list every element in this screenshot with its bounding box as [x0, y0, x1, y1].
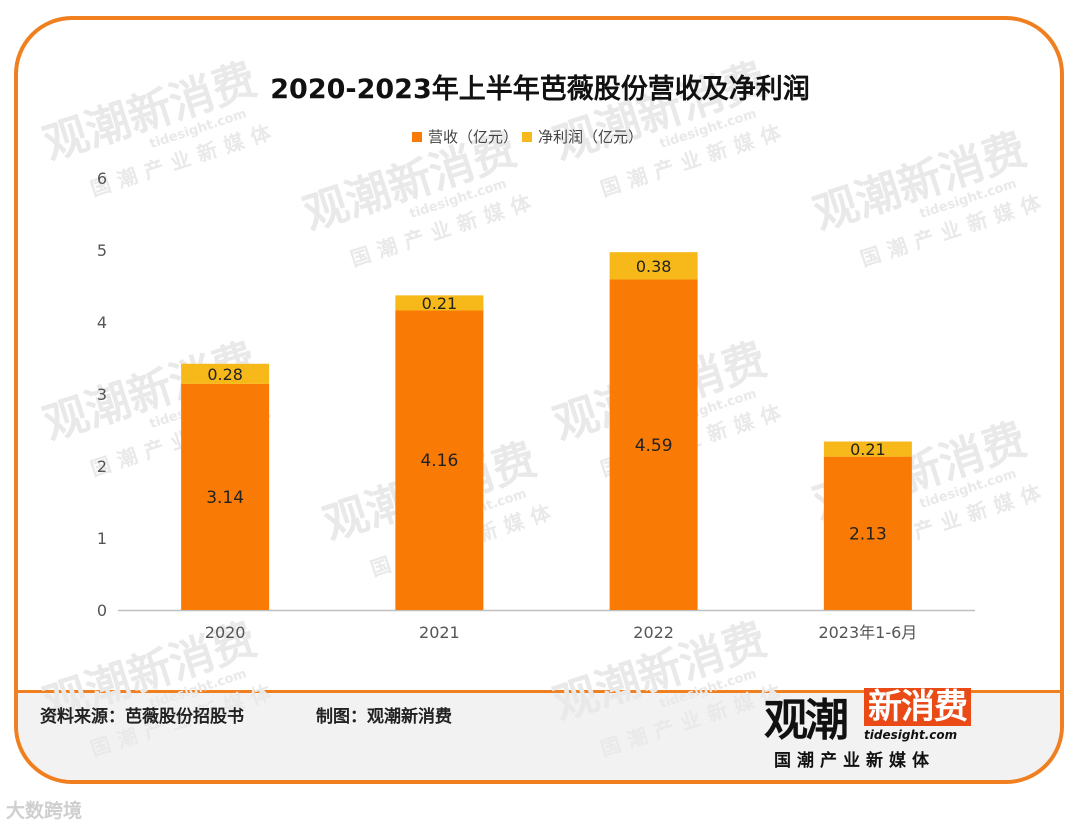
brand-url: tidesight.com: [864, 728, 958, 742]
y-tick-label: 3: [97, 385, 107, 404]
bar-revenue: [823, 456, 912, 610]
data-label-revenue: 3.14: [206, 488, 244, 508]
x-axis: 2020 2021 2022 2023年1-6月: [118, 609, 975, 642]
legend-label: 净利润（亿元）: [538, 128, 643, 146]
legend-swatch: [522, 132, 532, 142]
bar-profit: [181, 363, 270, 384]
x-tick-label: 2020: [205, 623, 246, 642]
chart-title: 2020-2023年上半年芭薇股份营收及净利润: [270, 73, 810, 105]
data-label-profit: 0.21: [422, 294, 458, 313]
data-label-revenue: 2.13: [849, 524, 887, 544]
brand-tagline: 国潮产业新媒体: [774, 751, 935, 771]
brand-mark: 观潮: [764, 695, 849, 746]
y-tick-label: 2: [97, 457, 107, 476]
legend: 营收（亿元） 净利润（亿元）: [412, 128, 643, 146]
corner-watermark: 大数跨境: [6, 800, 83, 822]
bar-profit: [609, 252, 698, 280]
y-axis: 0 1 2 3 4 5 6: [97, 169, 107, 620]
x-tick-label: 2022: [633, 623, 674, 642]
brand-logo: 观潮 新消费 tidesight.com 国潮产业新媒体: [764, 684, 994, 771]
bar-profit: [395, 295, 484, 311]
bar-revenue: [181, 383, 270, 610]
bar-profit: [823, 441, 912, 457]
y-tick-label: 6: [97, 169, 107, 188]
data-label-profit: 0.21: [850, 440, 886, 459]
brand-mark-box: 新消费: [864, 688, 971, 726]
y-tick-label: 5: [97, 241, 107, 260]
x-tick-label: 2023年1-6月: [818, 623, 917, 642]
x-tick-label: 2021: [419, 623, 460, 642]
data-label-revenue: 4.59: [635, 436, 673, 456]
y-tick-label: 4: [97, 313, 107, 332]
y-tick-label: 0: [97, 601, 107, 620]
y-tick-label: 1: [97, 529, 107, 548]
bars: 3.14 0.28 4.16 0.21 4.59 0.38 2.13 0.21: [181, 252, 912, 610]
legend-label: 营收（亿元）: [428, 128, 518, 146]
bar-revenue: [395, 310, 484, 610]
bar-revenue: [609, 279, 698, 610]
data-label-profit: 0.38: [636, 257, 672, 276]
data-label-revenue: 4.16: [420, 451, 458, 471]
data-label-profit: 0.28: [207, 365, 243, 384]
source-note: 资料来源：芭薇股份招股书: [40, 707, 244, 727]
legend-swatch: [412, 132, 422, 142]
maker-note: 制图：观潮新消费: [316, 707, 452, 727]
